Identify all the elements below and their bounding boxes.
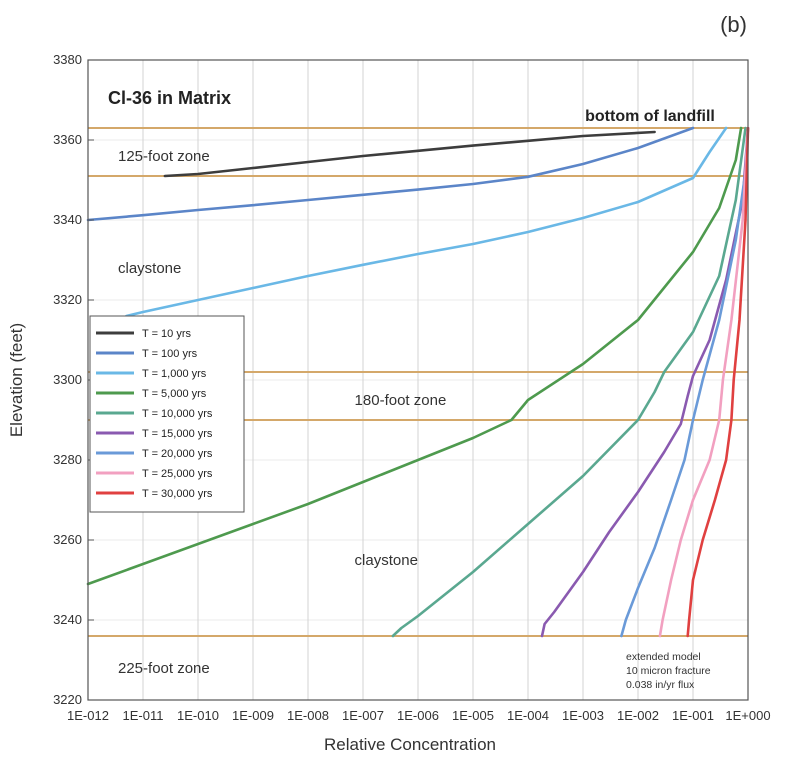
series-line: [391, 126, 747, 638]
legend-label: T = 20,000 yrs: [142, 448, 213, 460]
y-tick-label: 3260: [53, 532, 82, 547]
x-tick-label: 1E-010: [177, 708, 219, 723]
x-tick-label: 1E-003: [562, 708, 604, 723]
panel-label: (b): [720, 12, 747, 37]
y-tick-label: 3380: [53, 52, 82, 67]
legend: T = 10 yrs T = 100 yrs T = 1,000 yrs T = 5,…: [89, 315, 245, 513]
y-tick-label: 3360: [53, 132, 82, 147]
note-line: 0.038 in/yr flux: [626, 679, 695, 691]
x-axis-title: Relative Concentration: [324, 735, 496, 754]
y-tick-label: 3240: [53, 612, 82, 627]
note-line: 10 micron fracture: [626, 665, 711, 677]
y-tick-label: 3280: [53, 452, 82, 467]
series-lines: [86, 126, 750, 638]
x-tick-label: 1E-009: [232, 708, 274, 723]
x-tick-label: 1E-004: [507, 708, 549, 723]
annotation: 125-foot zone: [118, 148, 210, 165]
annotation: 225-foot zone: [118, 660, 210, 677]
x-tick-label: 1E-001: [672, 708, 714, 723]
annotation: bottom of landfill: [585, 108, 715, 125]
x-tick-label: 1E-011: [123, 708, 164, 723]
x-tick-labels: 1E-012 1E-011 1E-010 1E-009 1E-008 1E-007 1E-0…: [67, 708, 771, 723]
chart-title: Cl-36 in Matrix: [108, 88, 231, 108]
legend-label: T = 25,000 yrs: [142, 468, 213, 480]
series-line: [86, 126, 695, 222]
legend-label: T = 100 yrs: [142, 348, 198, 360]
series-line: [686, 126, 750, 638]
annotation: claystone: [355, 552, 418, 569]
annotation: claystone: [118, 260, 181, 277]
series-line: [658, 126, 750, 638]
legend-label: T = 5,000 yrs: [142, 388, 207, 400]
series-line: [620, 126, 750, 638]
legend-label: T = 15,000 yrs: [142, 428, 213, 440]
x-tick-label: 1E-012: [67, 708, 109, 723]
x-tick-label: 1E-002: [617, 708, 659, 723]
x-tick-label: 1E+000: [725, 708, 770, 723]
legend-label: T = 30,000 yrs: [142, 488, 213, 500]
x-tick-label: 1E-006: [397, 708, 439, 723]
y-tick-label: 3320: [53, 292, 82, 307]
y-tick-label: 3340: [53, 212, 82, 227]
model-note: extended model 10 micron fracture 0.038 …: [626, 651, 711, 691]
y-tick-label: 3300: [53, 372, 82, 387]
x-tick-label: 1E-008: [287, 708, 329, 723]
legend-label: T = 1,000 yrs: [142, 368, 207, 380]
series-line: [163, 130, 656, 178]
legend-label: T = 10,000 yrs: [142, 408, 213, 420]
y-tick-labels: 3220 3240 3260 3280 3300 3320 3340 3360 3380: [53, 52, 94, 707]
y-axis-title: Elevation (feet): [7, 323, 26, 437]
legend-label: T = 10 yrs: [142, 328, 192, 340]
annotation: 180-foot zone: [355, 392, 447, 409]
annotations: bottom of landfill 125-foot zone claystone…: [118, 108, 715, 677]
series-line: [86, 126, 743, 586]
x-tick-label: 1E-005: [452, 708, 494, 723]
note-line: extended model: [626, 651, 701, 663]
y-tick-label: 3220: [53, 692, 82, 707]
x-tick-label: 1E-007: [342, 708, 384, 723]
series-line: [540, 126, 750, 638]
series-line: [125, 126, 728, 318]
